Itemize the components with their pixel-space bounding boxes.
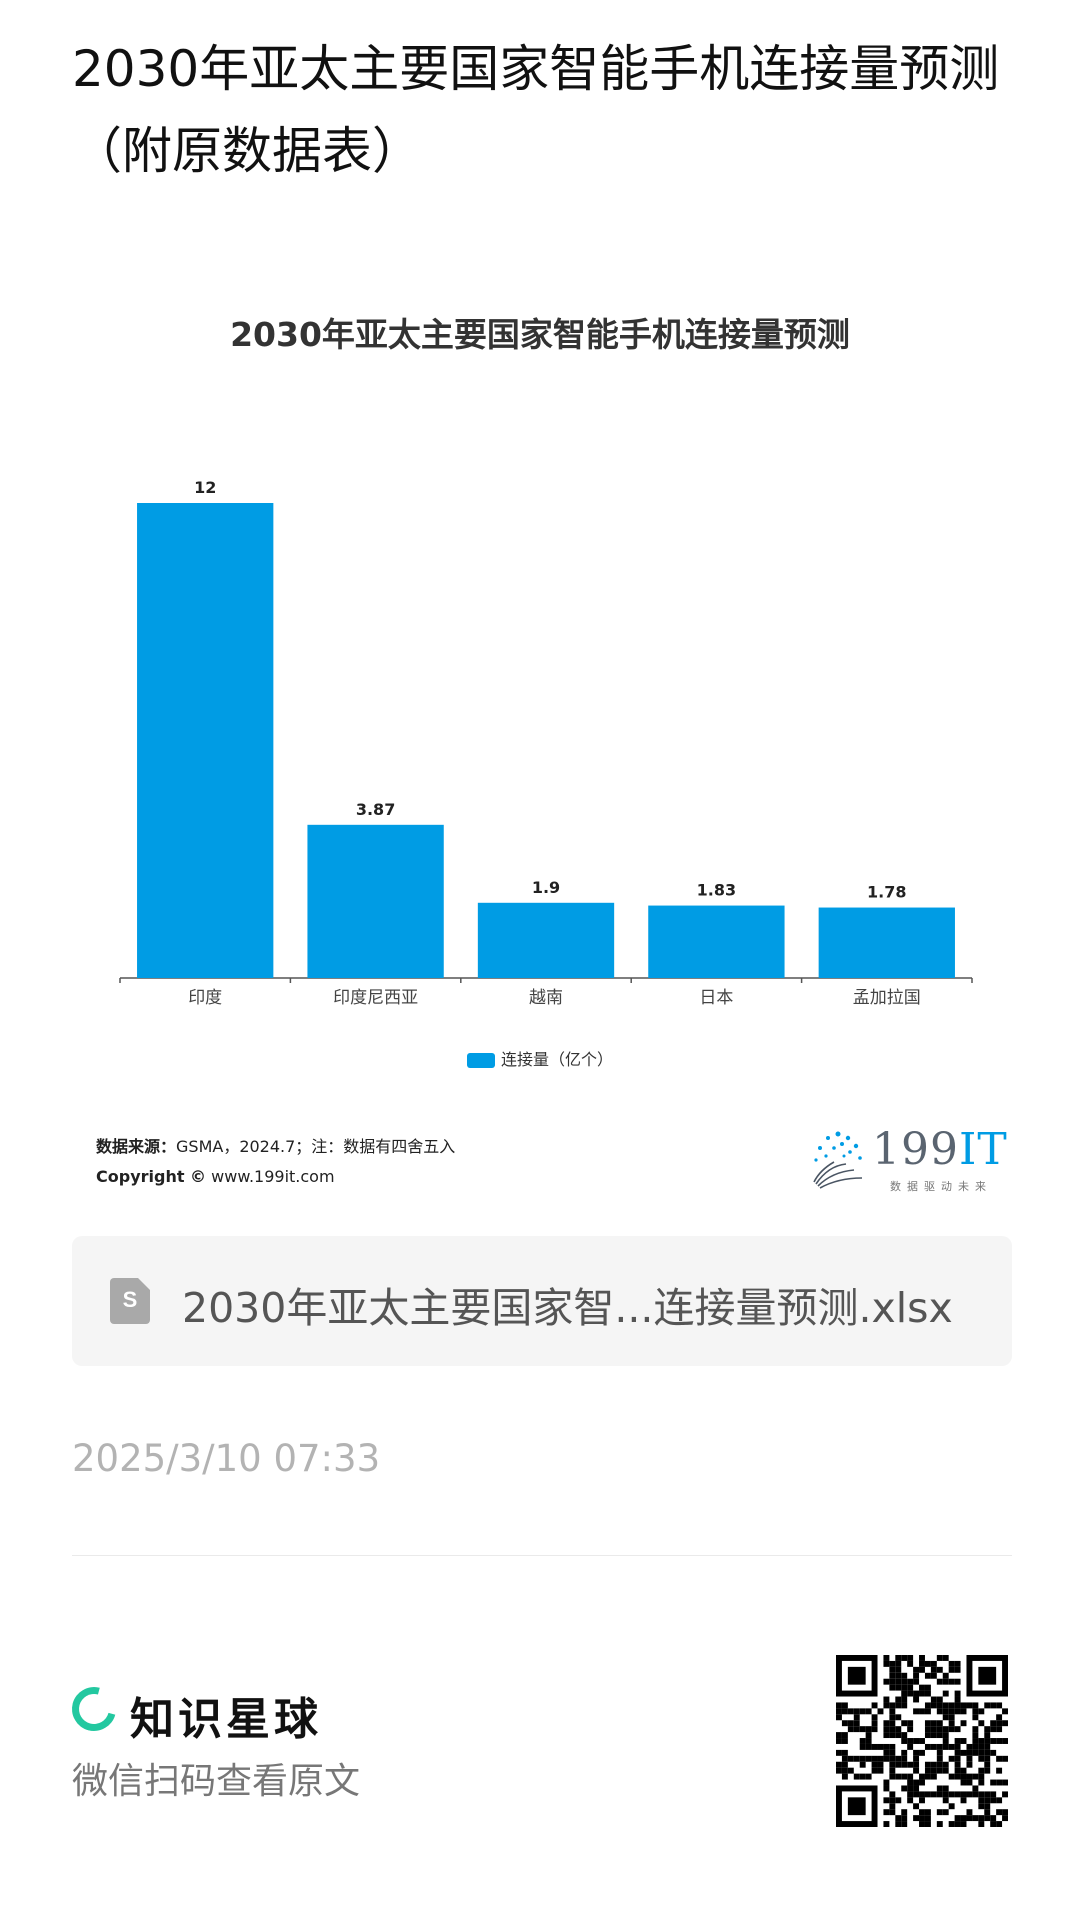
category-label: 印度 bbox=[188, 988, 222, 1008]
attachment-card[interactable]: S 2030年亚太主要国家智...连接量预测.xlsx bbox=[72, 1236, 1012, 1366]
planet-ring-icon bbox=[63, 1678, 125, 1740]
chart-title: 2030年亚太主要国家智能手机连接量预测 bbox=[230, 315, 850, 354]
copyright-label: Copyright © bbox=[96, 1167, 207, 1186]
brand-name-it: IT bbox=[958, 1124, 1008, 1175]
qr-code-icon bbox=[836, 1655, 1008, 1827]
chart-image: 2030年亚太主要国家智能手机连接量预测 12 印度 3.87 印度尼西亚 1.9 越南 1… bbox=[72, 250, 1008, 1210]
bar-4 bbox=[818, 907, 955, 978]
brand-logo: 199IT 数据驱动未来 bbox=[808, 1120, 1007, 1200]
source-line: 数据来源：GSMA，2024.7；注：数据有四舍五入 bbox=[96, 1132, 455, 1162]
post-title: 2030年亚太主要国家智能手机连接量预测（附原数据表） bbox=[72, 40, 1000, 180]
scan-hint: 微信扫码查看原文 bbox=[72, 1761, 361, 1802]
chart-source: 数据来源：GSMA，2024.7；注：数据有四舍五入 Copyright © w… bbox=[96, 1132, 455, 1192]
legend-swatch bbox=[466, 1053, 495, 1068]
dandelion-logo-icon bbox=[813, 1131, 863, 1189]
bar-0 bbox=[137, 503, 274, 978]
spreadsheet-file-icon: S bbox=[110, 1278, 150, 1324]
divider bbox=[72, 1555, 1012, 1556]
brand-tagline: 数据驱动未来 bbox=[890, 1180, 992, 1193]
category-label: 孟加拉国 bbox=[853, 988, 921, 1008]
bar-value-label: 1.78 bbox=[867, 883, 906, 902]
copyright-site: www.199it.com bbox=[211, 1167, 335, 1186]
copyright-line: Copyright © www.199it.com bbox=[96, 1162, 455, 1192]
file-icon-letter: S bbox=[122, 1287, 138, 1312]
attachment-file-name: 2030年亚太主要国家智...连接量预测.xlsx bbox=[182, 1284, 953, 1332]
bar-3 bbox=[648, 905, 785, 978]
bar-chart: 12 印度 3.87 印度尼西亚 1.9 越南 1.83 日本 1.78 孟加拉国 bbox=[119, 478, 973, 1008]
bar-value-label: 12 bbox=[194, 478, 216, 497]
planet-app-name: 知识星球 bbox=[130, 1694, 322, 1745]
brand-name-digits: 199 bbox=[872, 1124, 959, 1175]
bar-1 bbox=[307, 824, 444, 978]
post-timestamp: 2025/3/10 07:33 bbox=[72, 1437, 381, 1480]
category-label: 印度尼西亚 bbox=[333, 988, 418, 1008]
source-label: 数据来源： bbox=[96, 1137, 177, 1156]
bar-value-label: 3.87 bbox=[356, 800, 395, 819]
category-label: 越南 bbox=[529, 988, 563, 1008]
category-label: 日本 bbox=[699, 988, 733, 1008]
bar-2 bbox=[477, 902, 615, 978]
bar-value-label: 1.83 bbox=[697, 881, 736, 900]
bar-value-label: 1.9 bbox=[532, 878, 560, 897]
source-text: GSMA，2024.7；注：数据有四舍五入 bbox=[176, 1137, 456, 1156]
legend-label: 连接量（亿个） bbox=[500, 1050, 613, 1069]
chart-legend: 连接量（亿个） bbox=[72, 1046, 1008, 1070]
brand-name: 199IT bbox=[872, 1124, 1008, 1175]
